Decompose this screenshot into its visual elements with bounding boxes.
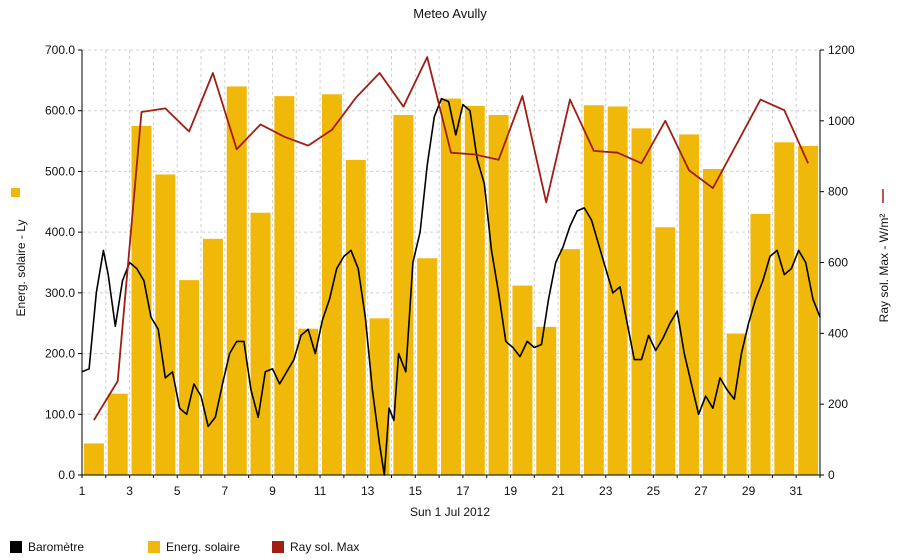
- tick-label-bottom: 15: [409, 484, 423, 498]
- bar-energ-solaire: [631, 128, 652, 476]
- tick-label-bottom: 19: [504, 484, 518, 498]
- bar-energ-solaire: [441, 98, 461, 476]
- legend-swatch: [148, 541, 160, 553]
- line-ray-sol-max: [93, 56, 809, 421]
- legend-swatch: [272, 541, 284, 553]
- tick-label-right: 1200: [828, 43, 855, 57]
- bar-energ-solaire: [464, 105, 485, 475]
- series-lines: [81, 56, 821, 476]
- legend-label: Baromètre: [28, 540, 85, 554]
- bar-energ-solaire: [179, 280, 200, 475]
- tick-label-bottom: 23: [599, 484, 613, 498]
- tick-label-left: 300.0: [45, 286, 75, 300]
- bar-energ-solaire: [798, 145, 819, 475]
- left-axis-legend-swatch: [11, 188, 20, 197]
- legend-label: Ray sol. Max: [290, 540, 360, 554]
- legend-swatch: [10, 541, 22, 553]
- tick-label-left: 0.0: [58, 468, 75, 482]
- legend-item-ray-sol-max: Ray sol. Max: [272, 540, 359, 554]
- bar-energ-solaire: [679, 134, 700, 475]
- tick-label-bottom: 31: [790, 484, 804, 498]
- legend: Baromètre Energ. solaire Ray sol. Max: [0, 536, 900, 560]
- legend-item-energ-solaire: Energ. solaire: [148, 540, 240, 554]
- tick-label-left: 700.0: [45, 43, 75, 57]
- tick-label-bottom: 29: [742, 484, 756, 498]
- bar-energ-solaire: [774, 142, 795, 476]
- bar-energ-solaire: [321, 94, 342, 476]
- chart: Meteo Avully 0.0100.0200.0300.0400.0500.…: [11, 6, 891, 519]
- tick-label-right: 0: [828, 468, 835, 482]
- bar-energ-solaire: [655, 227, 676, 475]
- bar-energ-solaire: [560, 249, 581, 475]
- bar-energ-solaire: [131, 125, 152, 476]
- y-axis-right-label: Ray sol. Max - W/m²: [877, 214, 891, 323]
- bar-energ-solaire: [369, 318, 390, 475]
- tick-label-right: 800: [828, 185, 848, 199]
- x-axis-label: Sun 1 Jul 2012: [410, 505, 490, 519]
- chart-title: Meteo Avully: [413, 6, 487, 21]
- line-barometre: [81, 97, 821, 476]
- bar-energ-solaire: [393, 114, 414, 475]
- tick-label-bottom: 25: [647, 484, 661, 498]
- legend-item-barometre: Baromètre: [10, 540, 84, 554]
- tick-label-bottom: 21: [551, 484, 565, 498]
- tick-label-bottom: 13: [361, 484, 375, 498]
- tick-label-left: 100.0: [45, 407, 75, 421]
- tick-label-bottom: 9: [269, 484, 276, 498]
- bar-energ-solaire: [250, 212, 271, 475]
- tick-label-left: 400.0: [45, 225, 75, 239]
- bar-energ-solaire: [155, 174, 176, 475]
- tick-label-right: 1000: [828, 114, 855, 128]
- bar-energ-solaire: [202, 238, 223, 475]
- bar-energ-solaire: [512, 285, 533, 475]
- tick-label-bottom: 7: [221, 484, 228, 498]
- y-axis-left-label: Energ. solaire - Ly: [14, 220, 28, 317]
- tick-label-bottom: 27: [694, 484, 708, 498]
- legend-label: Energ. solaire: [166, 540, 241, 554]
- solar-energy-bars: [83, 86, 819, 476]
- bar-energ-solaire: [726, 333, 747, 475]
- bar-energ-solaire: [536, 326, 557, 475]
- bar-energ-solaire: [83, 443, 104, 475]
- bar-energ-solaire: [274, 96, 295, 476]
- bar-energ-solaire: [417, 258, 438, 475]
- bar-energ-solaire: [107, 393, 128, 475]
- tick-label-left: 200.0: [45, 347, 75, 361]
- tick-label-bottom: 17: [456, 484, 470, 498]
- tick-label-bottom: 3: [126, 484, 133, 498]
- bar-energ-solaire: [583, 105, 604, 475]
- tick-label-left: 600.0: [45, 104, 75, 118]
- bar-energ-solaire: [607, 106, 628, 475]
- tick-label-right: 400: [828, 326, 848, 340]
- bar-energ-solaire: [298, 328, 319, 475]
- tick-label-bottom: 11: [314, 484, 327, 498]
- tick-label-bottom: 1: [79, 484, 86, 498]
- bar-energ-solaire: [226, 86, 247, 475]
- tick-label-left: 500.0: [45, 164, 75, 178]
- tick-label-bottom: 5: [174, 484, 181, 498]
- tick-label-right: 200: [828, 397, 848, 411]
- tick-label-right: 600: [828, 256, 848, 270]
- bar-energ-solaire: [750, 213, 771, 475]
- tick-labels: 0.0 100.0 200.0 300.0 400.0 500.0 600.0 700.0 0 2…: [45, 43, 855, 498]
- bar-energ-solaire: [345, 159, 366, 475]
- axes: [78, 49, 824, 478]
- bar-energ-solaire: [702, 169, 723, 475]
